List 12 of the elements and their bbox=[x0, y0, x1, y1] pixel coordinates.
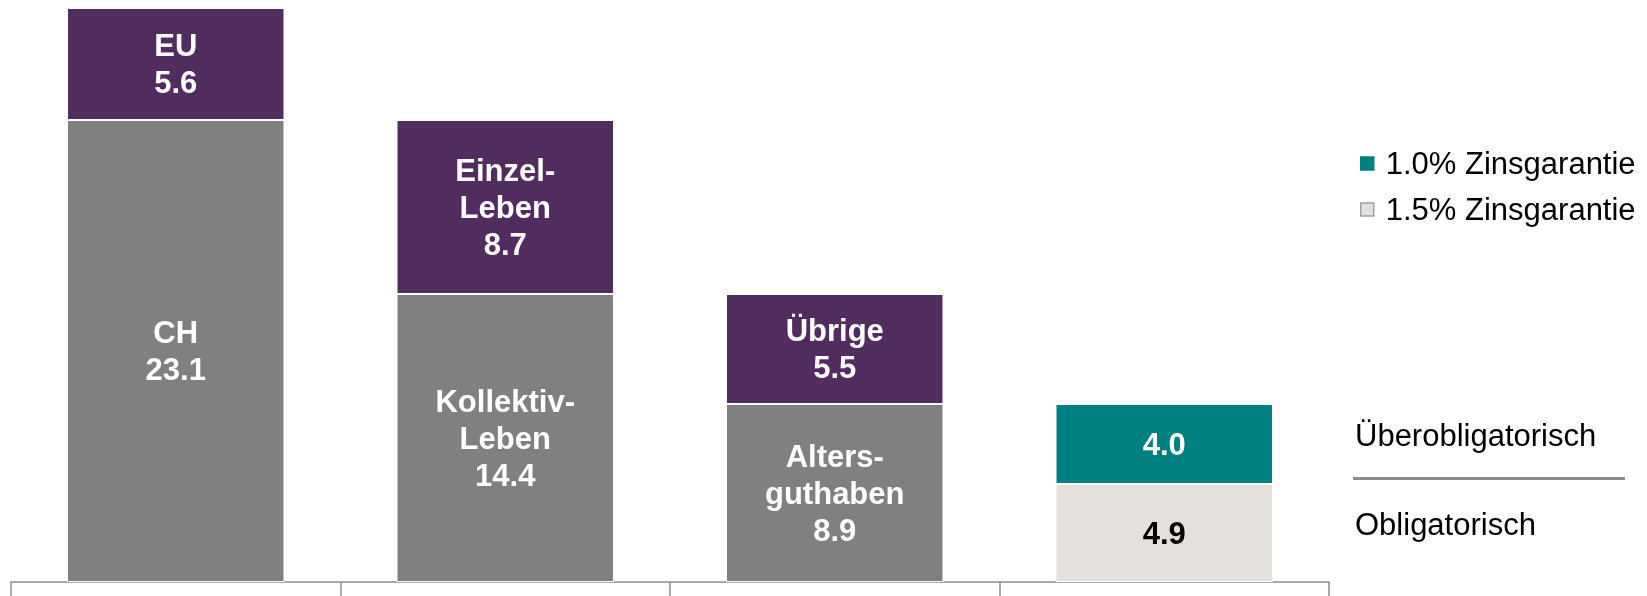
data-label: CH 23.1 bbox=[145, 315, 206, 387]
data-label: EU 5.6 bbox=[154, 28, 198, 100]
legend-label: 1.5% Zinsgarantie bbox=[1385, 192, 1636, 227]
data-label: Alters- guthaben 8.9 bbox=[765, 438, 905, 548]
data-label: Einzel- Leben 8.7 bbox=[455, 152, 556, 262]
text: Überobligatorisch bbox=[1355, 418, 1597, 453]
legend-label: 1.0% Zinsgarantie bbox=[1385, 146, 1636, 181]
data-label: Übrige 5.5 bbox=[785, 313, 884, 385]
data-label: 4.9 bbox=[1142, 515, 1186, 551]
data-label: 4.0 bbox=[1142, 426, 1186, 462]
text: Obligatorisch bbox=[1355, 507, 1536, 542]
data-label: Kollektiv- Leben 14.4 bbox=[435, 383, 576, 493]
